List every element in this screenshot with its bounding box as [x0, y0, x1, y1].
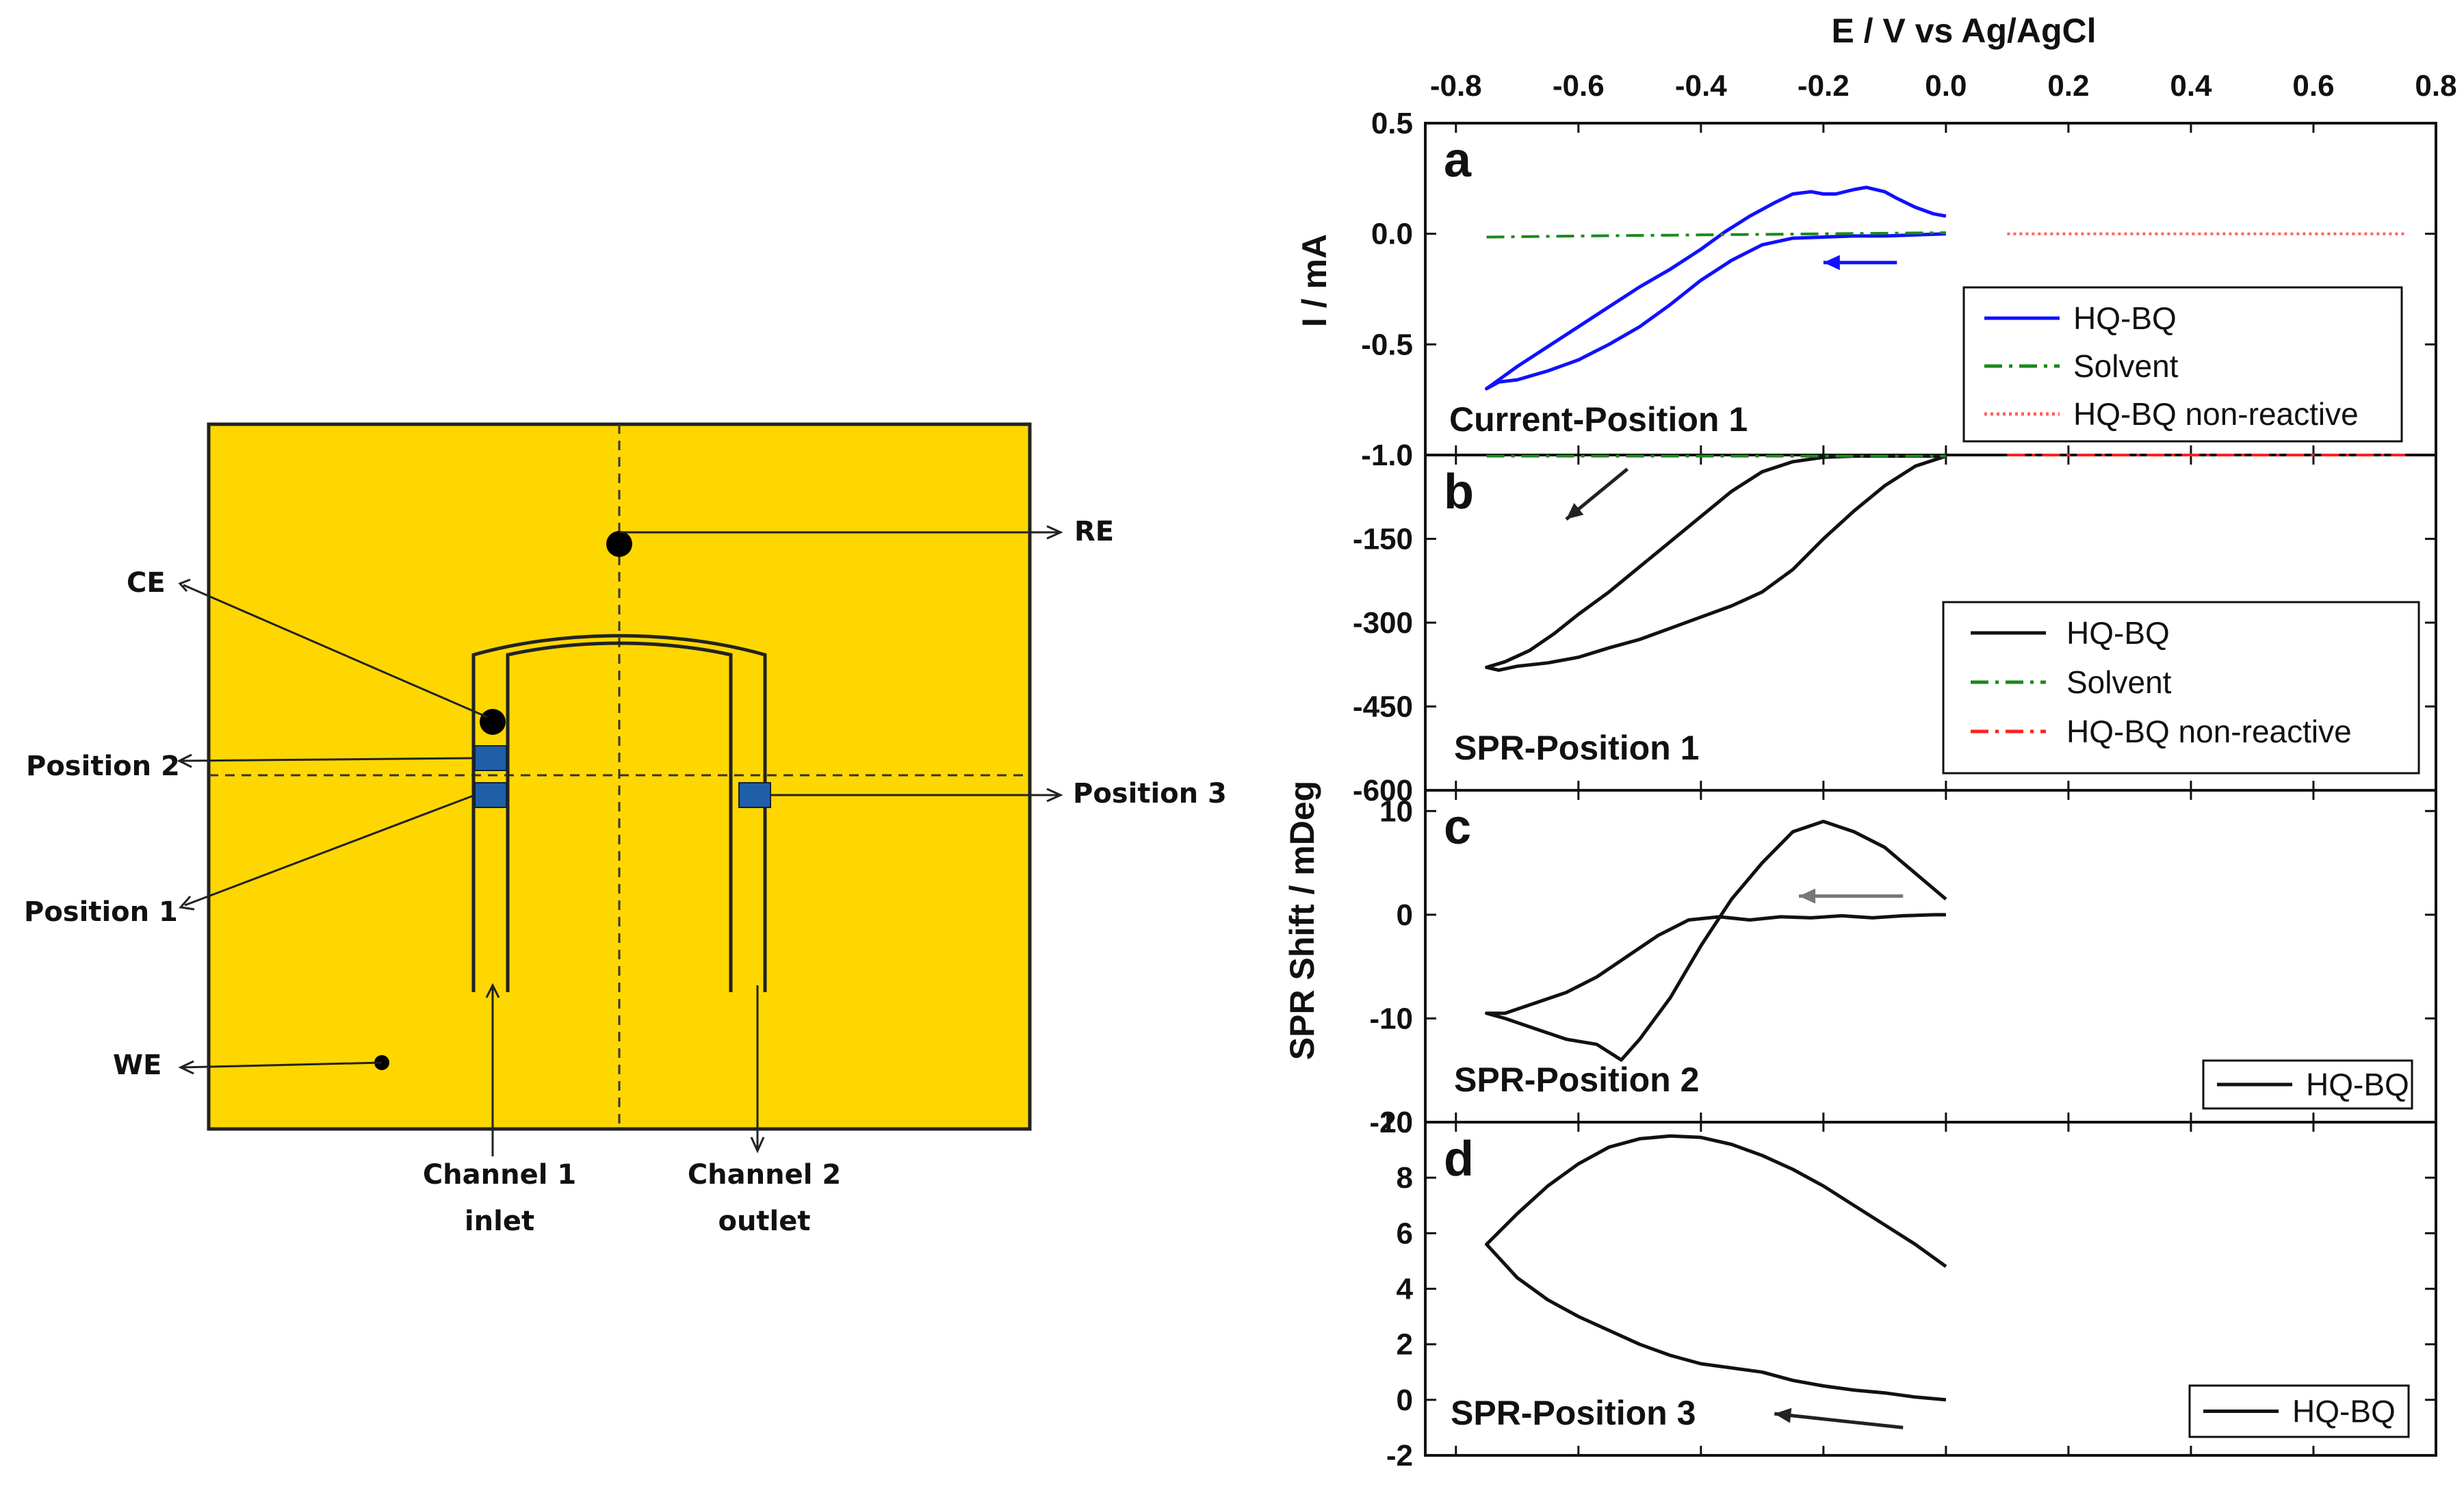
cv-spr-charts: E / V vs Ag/AgCl -0.8 -0.6 -0.4 -0.2 0.0 0.2 0… [1283, 12, 2457, 1472]
direction-arrowhead [1774, 1407, 1792, 1423]
y-tick-label: 0 [1397, 439, 1413, 472]
re-dot [606, 531, 632, 557]
spr-shift-ylabel: SPR Shift / mDeg [1283, 781, 1321, 1060]
we-label: WE [113, 1050, 161, 1081]
x-tick-label: -0.4 [1675, 69, 1727, 103]
y-tick-label: -150 [1353, 523, 1413, 556]
x-tick-label: 0.2 [2047, 69, 2089, 103]
y-tick-label: 0.5 [1371, 107, 1413, 140]
y-tick-label: 6 [1397, 1217, 1413, 1250]
legend-label: HQ-BQ non-reactive [2066, 714, 2352, 749]
direction-arrowhead [1566, 503, 1584, 519]
panel-a: I / mA 0.5 0.0 -0.5 -1.0 a Current-Position 1… [1295, 107, 2437, 472]
legend-label: HQ-BQ [2066, 615, 2170, 651]
series-line-hq-bq [1485, 454, 1947, 672]
y-tick-label: -300 [1353, 606, 1413, 640]
legend-label: HQ-BQ [2306, 1067, 2409, 1102]
panel-letter: d [1444, 1132, 1474, 1186]
x-tick-label: 0.0 [1925, 69, 1967, 103]
re-label: RE [1074, 516, 1114, 547]
y-tick-label: 10 [1379, 1106, 1413, 1139]
panel-position-label: SPR-Position 3 [1451, 1394, 1696, 1432]
legend-label: HQ-BQ non-reactive [2073, 396, 2359, 432]
legend-label: Solvent [2073, 348, 2179, 384]
x-tick-label: -0.8 [1430, 69, 1482, 103]
y-tick-label: 4 [1397, 1273, 1414, 1306]
channel-1-label-line2: inlet [465, 1206, 534, 1237]
panel-a-ylabel: I / mA [1295, 234, 1334, 327]
series-line-hq-bq [1485, 1134, 1947, 1402]
channel-2-label-line1: Channel 2 [688, 1159, 841, 1191]
legend-label: Solvent [2066, 664, 2172, 700]
panel-position-label: SPR-Position 2 [1454, 1061, 1699, 1099]
y-tick-label: 2 [1397, 1328, 1413, 1362]
channel-outer-wall [471, 634, 767, 992]
x-axis-title: E / V vs Ag/AgCl [1831, 12, 2096, 50]
position-1-pad [474, 782, 507, 808]
y-tick-label: 0 [1397, 898, 1413, 932]
series-line-hq-bq [1485, 185, 1947, 391]
series-line-solvent [1486, 231, 1946, 239]
x-tick-label: -0.2 [1798, 69, 1850, 103]
legend-label: HQ-BQ [2073, 300, 2177, 336]
y-tick-label: 10 [1379, 794, 1413, 828]
series-line-hq-bq [1485, 820, 1947, 1062]
direction-arrow [1774, 1412, 1904, 1429]
panel-position-label: Current-Position 1 [1449, 400, 1748, 439]
y-tick-label: -600 [1353, 774, 1413, 807]
legend-label: HQ-BQ [2292, 1394, 2396, 1429]
y-tick-label: 0.0 [1371, 218, 1413, 251]
y-tick-label: 0 [1397, 1384, 1413, 1417]
y-tick-label: -450 [1353, 690, 1413, 724]
x-tick-label: 0.4 [2170, 69, 2212, 103]
y-tick-label: -0.5 [1361, 328, 1413, 361]
electrode-diagram: RE CE Position 2 Position 1 Position 3 W… [24, 422, 1227, 1237]
panel-position-label: SPR-Position 1 [1454, 729, 1699, 767]
x-tick-label: 0.8 [2415, 69, 2456, 103]
position-2-pad [474, 745, 507, 771]
panel-c: SPR Shift / mDeg 10 0 -10 -20 c SPR-Position … [1283, 781, 2437, 1139]
top-x-axis-ticks: -0.8 -0.6 -0.4 -0.2 0.0 0.2 0.4 0.6 0.8 [1430, 69, 2457, 103]
panel-d: 10 8 6 4 2 0 -2 d SPR-Position 3 HQ-BQ [1379, 1106, 2437, 1472]
y-tick-label: -1.0 [1361, 439, 1413, 472]
y-tick-label: -20 [1369, 1106, 1413, 1139]
panel-letter: b [1444, 465, 1474, 519]
direction-arrowhead [1823, 255, 1840, 270]
position-3-label: Position 3 [1073, 778, 1227, 809]
x-tick-label: -0.6 [1553, 69, 1605, 103]
y-tick-label: 8 [1397, 1161, 1413, 1195]
position-3-pad [738, 782, 771, 808]
direction-arrowhead [1799, 888, 1816, 904]
channel-2-label-line2: outlet [718, 1206, 810, 1237]
y-tick-label: -2 [1386, 1439, 1413, 1472]
panel-letter: c [1444, 800, 1471, 855]
ce-dot [480, 709, 506, 735]
channel-inner-wall [506, 641, 733, 992]
position-2-label: Position 2 [26, 751, 180, 782]
panel-letter: a [1444, 133, 1472, 187]
panel-b: 0 -150 -300 -450 -600 b SPR-Position 1 HQ-BQ Sol… [1353, 439, 2437, 807]
y-tick-label: -10 [1369, 1002, 1413, 1035]
diagram-arrows [177, 525, 1063, 1156]
position-1-label: Position 1 [24, 896, 178, 928]
x-tick-label: 0.6 [2292, 69, 2334, 103]
channel-1-label-line1: Channel 1 [423, 1159, 576, 1191]
legend-box [1942, 601, 2420, 775]
ce-label: CE [127, 567, 166, 599]
